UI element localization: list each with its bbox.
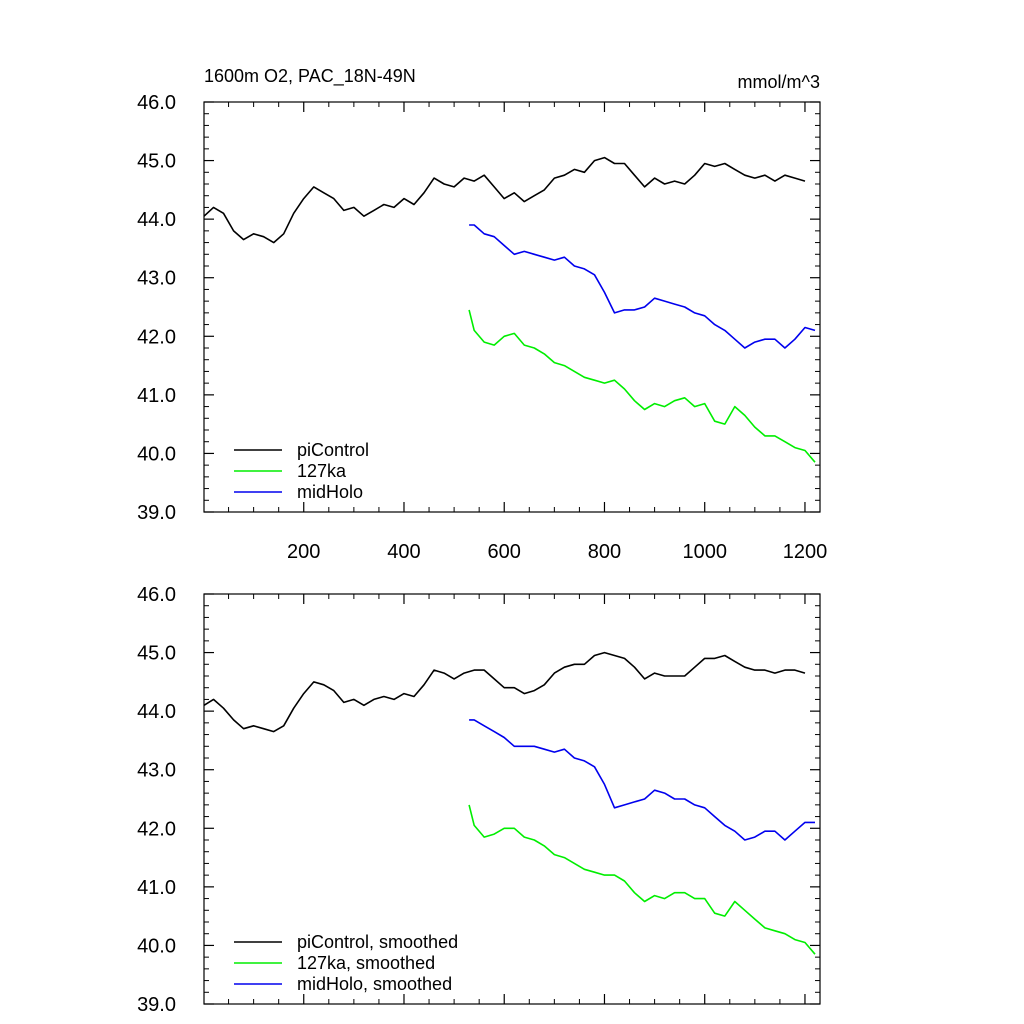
y-tick-label: 42.0: [137, 818, 176, 840]
series-line-1: [468, 309, 816, 463]
y-tick-label: 45.0: [137, 151, 176, 173]
legend-label: midHolo: [297, 482, 363, 502]
x-tick-label: 200: [287, 541, 320, 563]
x-tick-label: 1200: [783, 541, 828, 563]
legend-label: 127ka: [297, 461, 347, 481]
y-tick-label: 43.0: [137, 760, 176, 782]
y-tick-label: 41.0: [137, 877, 176, 899]
top-panel: 1600m O2, PAC_18N-49N mmol/m^3 39.0 40.0 4…: [137, 66, 827, 563]
y-tick-label: 45.0: [137, 643, 176, 665]
plot-frame: [203, 101, 821, 513]
units-label: mmol/m^3: [738, 72, 820, 92]
y-tick-label: 42.0: [137, 326, 176, 348]
legend-label: piControl, smoothed: [297, 932, 458, 952]
y-tick-label: 40.0: [137, 443, 176, 465]
legend-label: piControl: [297, 440, 369, 460]
series-line-2: [469, 224, 816, 349]
series-line-1: [468, 804, 816, 955]
chart-title: 1600m O2, PAC_18N-49N: [204, 66, 416, 87]
y-tick-label: 39.0: [137, 994, 176, 1016]
bottom-panel: 39.0 40.0 41.0 42.0 43.0 44.0 45.0 46.0 piContro…: [137, 584, 821, 1016]
series-line-0: [203, 651, 806, 733]
x-tick-label: 400: [387, 541, 420, 563]
x-tick-label: 1000: [682, 541, 727, 563]
y-tick-label: 44.0: [137, 701, 176, 723]
y-tick-label: 46.0: [137, 92, 176, 114]
y-tick-label: 41.0: [137, 385, 176, 407]
y-tick-label: 39.0: [137, 502, 176, 524]
y-tick-label: 43.0: [137, 268, 176, 290]
x-tick-label: 800: [588, 541, 621, 563]
legend-label: 127ka, smoothed: [297, 953, 435, 973]
y-tick-label: 44.0: [137, 209, 176, 231]
y-tick-label: 40.0: [137, 935, 176, 957]
series-line-2: [469, 719, 815, 841]
x-tick-label: 600: [488, 541, 521, 563]
plot-frame: [203, 593, 821, 1005]
series-line-0: [203, 156, 806, 244]
legend-label: midHolo, smoothed: [297, 974, 452, 994]
y-tick-label: 46.0: [137, 584, 176, 606]
